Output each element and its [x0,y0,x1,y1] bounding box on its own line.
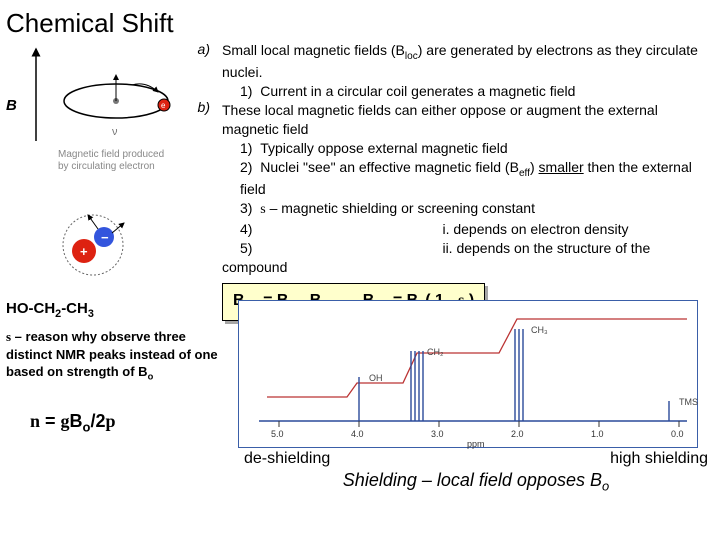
label-b: b) [198,99,210,115]
page-title: Chemical Shift [0,0,720,41]
svg-text:CH₃: CH₃ [531,325,548,335]
svg-text:5.0: 5.0 [271,429,284,439]
dipole-diagram: + − [48,203,138,287]
svg-text:2.0: 2.0 [511,429,524,439]
bottom-left: HO-CH2-CH3 s – reason why observe three … [6,300,238,494]
nmr-spectrum: OH CH₂ CH₃ TMS 5.0 4.0 3.0 2.0 1.0 0.0 ppm [238,300,698,448]
diagrams-column: a) b) B e ν Magnetic field produced by c… [6,41,216,325]
spectrum-axis-labels: de-shielding high shielding [238,450,714,468]
molecule-label: HO-CH2-CH3 [6,300,230,320]
shielding-caption: Shielding – local field opposes Bo [238,470,714,494]
explanation-text: Small local magnetic fields (Bloc) are g… [216,41,714,325]
svg-text:TMS: TMS [679,397,698,407]
svg-text:3.0: 3.0 [431,429,444,439]
item-b4: 4)i. depends on electron density [222,220,714,239]
item-b5: 5)ii. depends on the structure of the co… [222,239,714,277]
para-a: Small local magnetic fields (Bloc) are g… [222,41,714,82]
item-b2: 2) Nuclei "see" an effective magnetic fi… [240,158,714,199]
label-highshielding: high shielding [610,450,708,468]
b-axis-label: B [6,97,17,114]
svg-text:Magnetic field produced: Magnetic field produced [58,149,164,160]
item-b3: 3) s – magnetic shielding or screening c… [240,199,714,220]
svg-text:1.0: 1.0 [591,429,604,439]
svg-text:0.0: 0.0 [671,429,684,439]
svg-text:CH₂: CH₂ [427,347,444,357]
spectrum-area: OH CH₂ CH₃ TMS 5.0 4.0 3.0 2.0 1.0 0.0 ppm de-sh… [238,300,714,494]
para-b: These local magnetic fields can either o… [222,101,714,139]
svg-text:ppm: ppm [467,439,485,449]
label-a: a) [198,41,210,57]
item-a1: 1) Current in a circular coil generates … [240,82,714,101]
svg-text:by circulating electron: by circulating electron [58,161,155,172]
svg-text:−: − [101,230,109,245]
main-content: a) b) B e ν Magnetic field produced by c… [0,41,720,325]
svg-text:+: + [80,244,88,259]
svg-text:4.0: 4.0 [351,429,364,439]
sigma-note: s – reason why observe three distinct NM… [6,328,230,383]
svg-text:OH: OH [369,373,383,383]
item-b1: 1) Typically oppose external magnetic fi… [240,139,714,158]
label-deshielding: de-shielding [244,450,330,468]
electron-orbit-diagram: e ν Magnetic field produced by circulati… [26,45,186,195]
svg-text:ν: ν [112,126,118,138]
bottom-section: HO-CH2-CH3 s – reason why observe three … [6,300,714,494]
frequency-equation: n = gBo/2p [30,411,230,435]
svg-text:e: e [161,101,166,110]
